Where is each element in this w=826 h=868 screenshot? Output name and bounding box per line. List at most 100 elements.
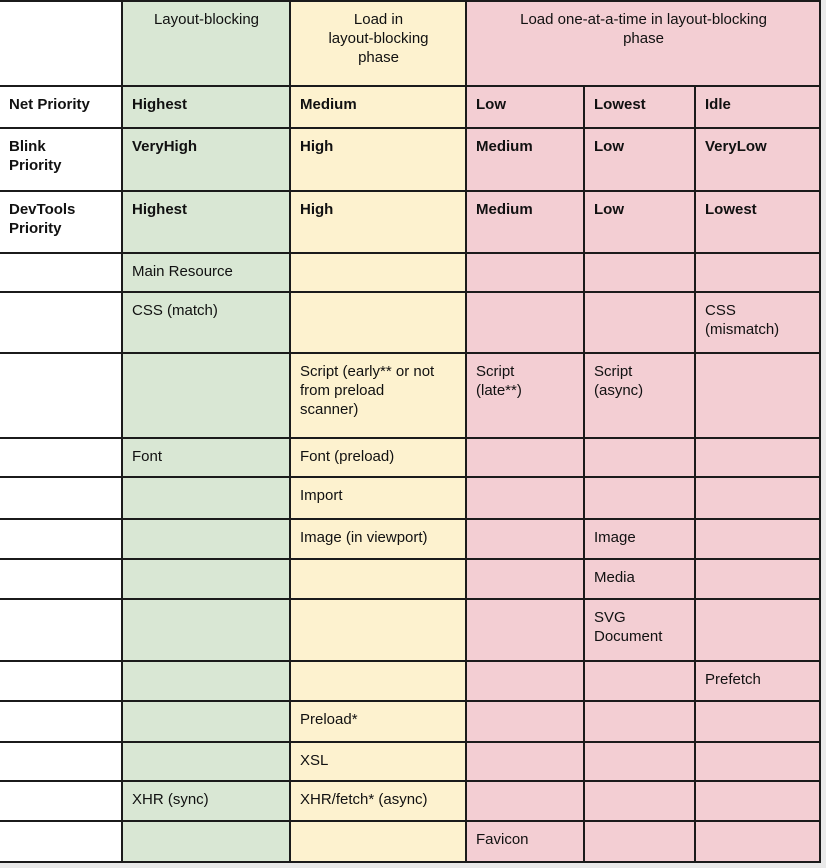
cell-xhr-col1: XHR (sync)	[121, 780, 291, 822]
cell-image-col3	[465, 518, 585, 560]
cell-preload-col1	[121, 700, 291, 743]
cell-import-col2: Import	[289, 476, 467, 520]
cell-prefetch-col3	[465, 660, 585, 702]
table-row-devtools-priority: DevTools Priority Highest High Medium Low Low…	[0, 190, 822, 254]
table-row-xsl: XSL	[0, 741, 822, 782]
cell-svg-document-col0	[0, 598, 123, 662]
cell-blink-priority-col3: Medium	[465, 127, 585, 192]
cell-favicon-col3: Favicon	[465, 820, 585, 863]
cell-main-resource-col1: Main Resource	[121, 252, 291, 293]
table-row-media: Media	[0, 558, 822, 600]
cell-xhr-col4	[583, 780, 696, 822]
cell-script-col0	[0, 352, 123, 439]
cell-devtools-priority-col5: Lowest	[693, 190, 822, 254]
cell-main-resource-col3	[465, 252, 585, 293]
cell-xhr-col0	[0, 780, 123, 822]
cell-media-col1	[121, 558, 291, 600]
cell-prefetch-col0	[0, 660, 123, 702]
cell-svg-document-col3	[465, 598, 585, 662]
table-row-svg-document: SVG Document	[0, 598, 822, 662]
cell-devtools-priority-col1: Highest	[121, 190, 291, 254]
cell-favicon-col0	[0, 820, 123, 863]
cell-prefetch-col5: Prefetch	[693, 660, 822, 702]
cell-preload-col4	[583, 700, 696, 743]
cell-devtools-priority-col2: High	[289, 190, 467, 254]
cell-preload-col2: Preload*	[289, 700, 467, 743]
cell-net-priority-col4: Lowest	[583, 85, 696, 129]
cell-favicon-col2	[289, 820, 467, 863]
cell-font-col4	[583, 437, 696, 478]
cell-header-col3: Load one-at-a-time in layout-blocking ph…	[464, 0, 822, 87]
cell-prefetch-col1	[121, 660, 291, 702]
cell-xsl-col5	[693, 741, 822, 782]
table-row-preload: Preload*	[0, 700, 822, 743]
cell-main-resource-col4	[583, 252, 696, 293]
cell-favicon-col5	[693, 820, 822, 863]
cell-prefetch-col2	[289, 660, 467, 702]
cell-image-col5	[693, 518, 822, 560]
table-row-header: Layout-blocking Load in layout-blocking p…	[0, 0, 822, 87]
cell-preload-col5	[693, 700, 822, 743]
cell-css-col1: CSS (match)	[121, 291, 291, 354]
cell-media-col0	[0, 558, 123, 600]
cell-xhr-col5	[693, 780, 822, 822]
cell-css-col5: CSS (mismatch)	[693, 291, 822, 354]
cell-xsl-col3	[465, 741, 585, 782]
cell-media-col4: Media	[583, 558, 696, 600]
table-row-font: Font Font (preload)	[0, 437, 822, 478]
cell-image-col0	[0, 518, 123, 560]
table-row-favicon: Favicon	[0, 820, 822, 863]
cell-xhr-col2: XHR/fetch* (async)	[289, 780, 467, 822]
cell-xsl-col4	[583, 741, 696, 782]
cell-blink-priority-col1: VeryHigh	[121, 127, 291, 192]
cell-svg-document-col4: SVG Document	[583, 598, 696, 662]
table-row-net-priority: Net Priority Highest Medium Low Lowest Idle	[0, 85, 822, 129]
table-row-import: Import	[0, 476, 822, 520]
cell-svg-document-col5	[693, 598, 822, 662]
cell-script-col1	[121, 352, 291, 439]
cell-script-col2: Script (early** or not from preload scan…	[289, 352, 467, 439]
cell-xsl-col1	[121, 741, 291, 782]
cell-blink-priority-col0: Blink Priority	[0, 127, 123, 192]
cell-header-col0	[0, 0, 123, 87]
cell-svg-document-col1	[121, 598, 291, 662]
cell-font-col1: Font	[121, 437, 291, 478]
cell-css-col4	[583, 291, 696, 354]
cell-devtools-priority-col0: DevTools Priority	[0, 190, 123, 254]
cell-css-col3	[465, 291, 585, 354]
table-row-image: Image (in viewport) Image	[0, 518, 822, 560]
cell-import-col3	[465, 476, 585, 520]
cell-import-col5	[693, 476, 822, 520]
cell-css-col0	[0, 291, 123, 354]
cell-svg-document-col2	[289, 598, 467, 662]
cell-net-priority-col2: Medium	[289, 85, 467, 129]
cell-blink-priority-col5: VeryLow	[693, 127, 822, 192]
cell-media-col3	[465, 558, 585, 600]
cell-preload-col0	[0, 700, 123, 743]
table-row-xhr: XHR (sync) XHR/fetch* (async)	[0, 780, 822, 822]
cell-font-col5	[693, 437, 822, 478]
cell-preload-col3	[465, 700, 585, 743]
cell-net-priority-col3: Low	[465, 85, 585, 129]
cell-blink-priority-col4: Low	[583, 127, 696, 192]
cell-xsl-col0	[0, 741, 123, 782]
cell-favicon-col4	[583, 820, 696, 863]
cell-main-resource-col0	[0, 252, 123, 293]
table-row-script: Script (early** or not from preload scan…	[0, 352, 822, 439]
cell-media-col5	[693, 558, 822, 600]
table-row-blink-priority: Blink Priority VeryHigh High Medium Low VeryL…	[0, 127, 822, 192]
cell-image-col4: Image	[583, 518, 696, 560]
cell-image-col1	[121, 518, 291, 560]
cell-script-col3: Script (late**)	[465, 352, 585, 439]
cell-import-col1	[121, 476, 291, 520]
cell-prefetch-col4	[583, 660, 696, 702]
table-row-prefetch: Prefetch	[0, 660, 822, 702]
cell-header-col1: Layout-blocking	[121, 0, 291, 87]
cell-main-resource-col2	[289, 252, 467, 293]
cell-xhr-col3	[465, 780, 585, 822]
cell-media-col2	[289, 558, 467, 600]
cell-net-priority-col0: Net Priority	[0, 85, 123, 129]
cell-font-col2: Font (preload)	[289, 437, 467, 478]
